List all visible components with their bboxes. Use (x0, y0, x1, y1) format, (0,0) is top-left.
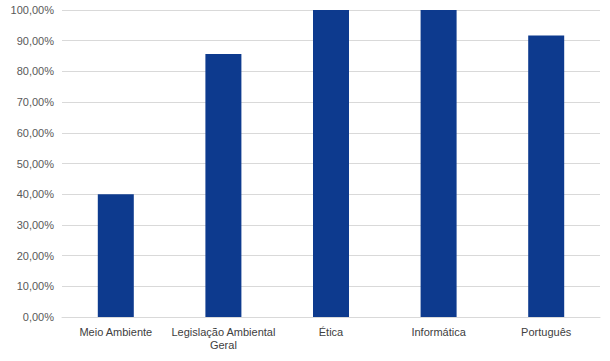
svg-text:10,00%: 10,00% (17, 280, 55, 292)
svg-text:Meio Ambiente: Meio Ambiente (79, 326, 152, 338)
svg-text:90,00%: 90,00% (17, 35, 55, 47)
svg-text:Legislação Ambiental: Legislação Ambiental (171, 326, 275, 338)
svg-text:100,00%: 100,00% (11, 4, 55, 16)
svg-text:30,00%: 30,00% (17, 219, 55, 231)
svg-text:Geral: Geral (210, 339, 237, 351)
svg-text:80,00%: 80,00% (17, 65, 55, 77)
svg-text:20,00%: 20,00% (17, 250, 55, 262)
svg-text:Informática: Informática (411, 326, 466, 338)
svg-text:50,00%: 50,00% (17, 158, 55, 170)
svg-text:70,00%: 70,00% (17, 96, 55, 108)
svg-text:40,00%: 40,00% (17, 188, 55, 200)
svg-text:Ética: Ética (319, 326, 344, 338)
svg-text:0,00%: 0,00% (23, 311, 54, 323)
svg-text:Português: Português (521, 326, 572, 338)
svg-text:60,00%: 60,00% (17, 127, 55, 139)
